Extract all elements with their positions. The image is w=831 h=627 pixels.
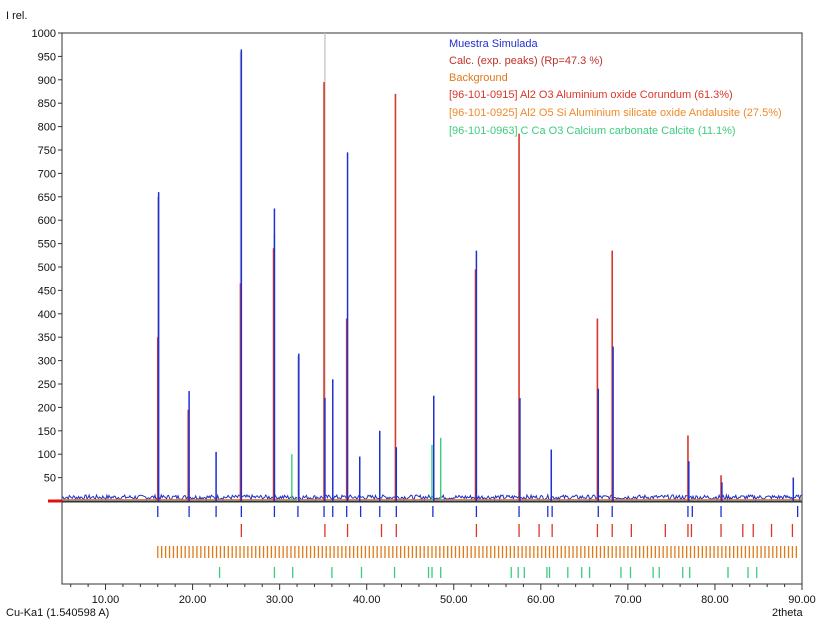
y-tick-label: 650 — [38, 192, 56, 204]
x-tick-label: 70.00 — [614, 594, 642, 606]
y-tick-label: 850 — [38, 98, 56, 110]
y-tick-label: 500 — [38, 262, 56, 274]
y-axis-label: I rel. — [6, 10, 27, 22]
x-tick-label: 30.00 — [266, 594, 294, 606]
legend-entry-corundum: [96-101-0915] Al2 O3 Aluminium oxide Cor… — [449, 89, 733, 101]
plot-area: 50 100 150 200 250 300 350 400 450 500 550 600 650 70… — [32, 28, 816, 606]
y-tick-label: 950 — [38, 51, 56, 63]
wavelength-label: Cu-Ka1 (1.540598 A) — [6, 607, 109, 619]
legend: Muestra Simulada Calc. (exp. peaks) (Rp=… — [449, 38, 782, 137]
legend-entry-measured: Muestra Simulada — [449, 38, 539, 50]
x-tick-label: 80.00 — [701, 594, 729, 606]
y-tick-label: 350 — [38, 332, 56, 344]
x-tick-label: 10.00 — [92, 594, 120, 606]
y-tick-label: 900 — [38, 75, 56, 87]
y-tick-label: 400 — [38, 309, 56, 321]
y-tick-label: 50 — [44, 473, 56, 485]
y-tick-label: 750 — [38, 145, 56, 157]
y-tick-label: 450 — [38, 285, 56, 297]
legend-entry-andalusite: [96-101-0925] Al2 O5 Si Aluminium silica… — [449, 107, 782, 119]
x-axis-label: 2theta — [772, 607, 803, 619]
y-tick-label: 600 — [38, 215, 56, 227]
x-tick-label: 20.00 — [179, 594, 207, 606]
x-tick-label: 40.00 — [353, 594, 381, 606]
y-tick-label: 200 — [38, 402, 56, 414]
y-tick-label: 150 — [38, 426, 56, 438]
legend-entry-background: Background — [449, 72, 508, 84]
y-tick-label: 1000 — [32, 28, 56, 40]
y-tick-label: 250 — [38, 379, 56, 391]
y-tick-label: 550 — [38, 239, 56, 251]
legend-entry-calcite: [96-101-0963] C Ca O3 Calcium carbonate … — [449, 125, 736, 137]
x-tick-label: 50.00 — [440, 594, 468, 606]
legend-entry-calc: Calc. (exp. peaks) (Rp=47.3 %) — [449, 55, 603, 67]
y-tick-label: 700 — [38, 168, 56, 180]
y-tick-label: 300 — [38, 356, 56, 368]
x-tick-label: 90.00 — [788, 594, 816, 606]
y-tick-label: 800 — [38, 122, 56, 134]
y-tick-label: 100 — [38, 449, 56, 461]
x-tick-label: 60.00 — [527, 594, 555, 606]
